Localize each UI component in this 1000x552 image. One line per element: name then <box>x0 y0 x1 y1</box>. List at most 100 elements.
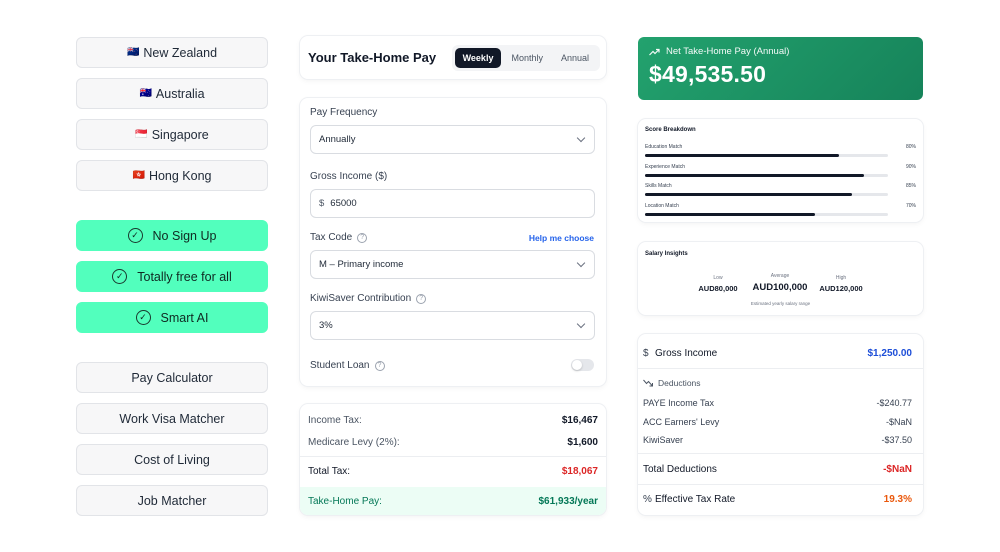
chevron-down-icon <box>576 319 586 329</box>
score-fill <box>645 193 852 196</box>
help-circle-icon[interactable]: ? <box>357 232 368 243</box>
help-circle-icon[interactable]: ? <box>416 293 427 304</box>
score-row: Experience Match 90% <box>645 164 916 177</box>
student-loan-toggle[interactable] <box>571 359 594 371</box>
insight-high: High AUD120,000 <box>818 275 864 293</box>
trending-up-icon <box>649 48 660 55</box>
chevron-down-icon <box>576 133 586 143</box>
pay-frequency-label-text: Pay Frequency <box>310 107 378 118</box>
tax-code-label: Tax Code ? <box>310 232 368 243</box>
country-singapore[interactable]: 🇸🇬 Singapore <box>76 119 268 150</box>
help-circle-icon[interactable]: ? <box>374 360 385 371</box>
gross-income-field: $ 65000 <box>319 198 357 209</box>
net-take-home-card: Net Take-Home Pay (Annual) $49,535.50 <box>638 37 923 100</box>
country-label: Hong Kong <box>148 168 212 183</box>
income-tax-row: Income Tax: $16,467 <box>308 415 598 426</box>
country-label: Singapore <box>151 127 209 142</box>
pay-frequency-value: Annually <box>319 134 356 145</box>
total-tax-label: Total Tax: <box>308 466 351 477</box>
score-title: Score Breakdown <box>645 127 696 133</box>
deduction-label: ACC Earners' Levy <box>643 417 720 427</box>
effective-tax-value: 19.3% <box>883 494 912 505</box>
feature-smart-ai: ✓ Smart AI <box>76 302 268 333</box>
help-me-choose-link[interactable]: Help me choose <box>528 233 594 243</box>
check-circle-icon: ✓ <box>112 269 128 284</box>
dollar-prefix: $ <box>319 198 325 209</box>
score-fill <box>645 213 816 216</box>
deduction-label: KiwiSaver <box>643 435 684 445</box>
score-track <box>645 174 888 177</box>
score-label: Education Match <box>645 144 683 150</box>
pay-breakdown-card: $ Gross Income $1,250.00 Deductions PAYE … <box>638 334 923 515</box>
tab-annual[interactable]: Annual <box>560 52 589 63</box>
score-track <box>645 213 888 216</box>
insight-average: Average AUD100,000 <box>747 273 813 293</box>
trending-down-icon <box>643 379 653 387</box>
insight-average-label: Average <box>770 273 790 279</box>
insight-high-label: High <box>835 275 847 281</box>
period-toggle: Weekly Monthly Annual <box>451 44 600 71</box>
salary-insights-card: Salary Insights Low AUD80,000 Average AU… <box>638 242 923 315</box>
check-circle-icon: ✓ <box>127 228 143 243</box>
tool-work-visa-matcher[interactable]: Work Visa Matcher <box>76 403 268 434</box>
tab-monthly[interactable]: Monthly <box>511 52 543 63</box>
country-new-zealand[interactable]: 🇳🇿 New Zealand <box>76 37 268 68</box>
country-hong-kong[interactable]: 🇭🇰 Hong Kong <box>76 160 268 191</box>
feature-label: No Sign Up <box>152 228 217 243</box>
insights-footnote: Estimated yearly salary range <box>750 301 811 306</box>
medicare-value: $1,600 <box>567 437 598 448</box>
deduction-row: KiwiSaver -$37.50 <box>643 435 912 445</box>
kiwisaver-value: 3% <box>319 320 333 331</box>
feature-label: Smart AI <box>160 310 209 325</box>
tax-code-select[interactable]: M – Primary income <box>310 250 595 279</box>
score-value: 90% <box>905 164 916 170</box>
tool-cost-of-living[interactable]: Cost of Living <box>76 444 268 475</box>
score-row: Location Match 70% <box>645 203 916 216</box>
net-label: Net Take-Home Pay (Annual) <box>666 46 790 57</box>
tool-pay-calculator[interactable]: Pay Calculator <box>76 362 268 393</box>
score-label: Skills Match <box>645 183 672 189</box>
divider <box>638 368 923 369</box>
take-home-value: $61,933/year <box>538 495 598 507</box>
tool-label: Cost of Living <box>134 452 210 467</box>
feature-no-sign-up: ✓ No Sign Up <box>76 220 268 251</box>
total-deductions-row: Total Deductions -$NaN <box>643 464 912 475</box>
hk-flag-icon: 🇭🇰 <box>132 170 145 181</box>
total-tax-value: $18,067 <box>561 466 598 477</box>
income-tax-value: $16,467 <box>561 415 598 426</box>
medicare-label: Medicare Levy (2%): <box>308 437 400 448</box>
country-australia[interactable]: 🇦🇺 Australia <box>76 78 268 109</box>
score-breakdown-card: Score Breakdown Education Match 80% Exper… <box>638 119 923 222</box>
tab-weekly[interactable]: Weekly <box>454 47 502 68</box>
take-home-header: Your Take-Home Pay Weekly Monthly Annual <box>300 36 606 79</box>
effective-tax-text: Effective Tax Rate <box>655 494 736 505</box>
deduction-row: ACC Earners' Levy -$NaN <box>643 417 912 427</box>
feature-label: Totally free for all <box>137 269 232 284</box>
net-value: $49,535.50 <box>649 61 767 87</box>
tool-label: Pay Calculator <box>131 370 213 385</box>
pay-frequency-select[interactable]: Annually <box>310 125 595 154</box>
deductions-header-text: Deductions <box>658 378 701 388</box>
divider <box>638 484 923 485</box>
gross-row-value: $1,250.00 <box>867 348 913 359</box>
income-tax-label: Income Tax: <box>308 415 362 426</box>
deduction-value: -$37.50 <box>881 435 912 445</box>
percent-icon: % <box>643 494 652 505</box>
check-circle-icon: ✓ <box>135 310 151 325</box>
student-loan-label-text: Student Loan <box>310 360 370 371</box>
score-value: 80% <box>905 144 916 150</box>
pay-form: Pay Frequency Annually Gross Income ($) … <box>300 98 606 386</box>
country-label: Australia <box>155 86 205 101</box>
insight-low: Low AUD80,000 <box>696 275 740 293</box>
tool-job-matcher[interactable]: Job Matcher <box>76 485 268 516</box>
gross-income-row: $ Gross Income $1,250.00 <box>643 348 912 359</box>
score-track <box>645 154 888 157</box>
tax-summary: Income Tax: $16,467 Medicare Levy (2%): … <box>300 404 606 515</box>
take-home-row: Take-Home Pay: $61,933/year <box>300 487 606 515</box>
score-label: Experience Match <box>645 164 686 170</box>
gross-income-input[interactable]: $ 65000 <box>310 189 595 218</box>
score-fill <box>645 174 864 177</box>
divider <box>638 453 923 454</box>
sg-flag-icon: 🇸🇬 <box>135 129 148 140</box>
kiwisaver-select[interactable]: 3% <box>310 311 595 340</box>
